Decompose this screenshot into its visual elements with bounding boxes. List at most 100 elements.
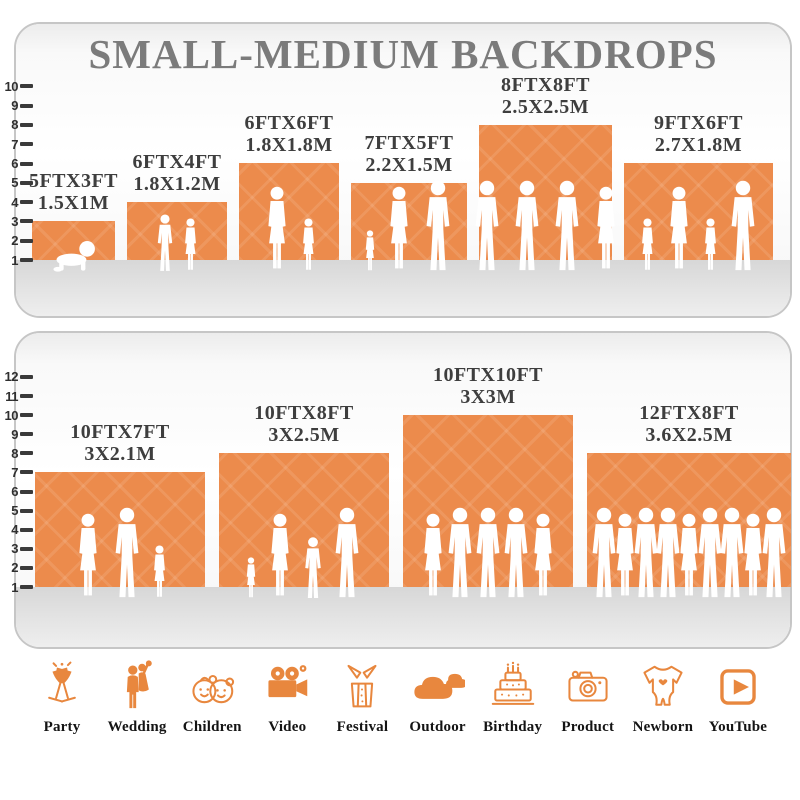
category-label: Party (43, 719, 81, 735)
backdrop-bar-10ftx7ft: 10FTX7FT 3X2.1M (35, 421, 205, 598)
bar-size-ft: 6FTX4FT (132, 150, 222, 173)
bar-label: 6FTX6FT 1.8X1.8M (244, 112, 333, 157)
backdrop-bar-10ftx10ft: 10FTX10FT 3X3M (403, 364, 573, 598)
ruler-tick-12: 12 (1, 369, 33, 384)
tick-mark (20, 84, 33, 89)
figure-man (115, 507, 138, 598)
tick-mark (20, 238, 33, 243)
bars-area: 10FTX7FT 3X2.1M 10FTX8FT 3X2.5M 10FTX10F… (16, 333, 791, 647)
tick-number: 6 (11, 484, 18, 499)
figure-woman (267, 186, 286, 269)
ruler-tick-8: 8 (1, 446, 33, 461)
ruler-tick-6: 6 (1, 484, 33, 499)
tick-mark (20, 394, 33, 398)
tick-mark (20, 470, 33, 475)
ruler-tick-7: 7 (1, 464, 33, 480)
children-icon (185, 660, 239, 714)
people-silhouettes (341, 180, 477, 272)
tick-number: 7 (11, 464, 18, 480)
people-silhouettes (209, 507, 399, 599)
tick-mark (20, 374, 33, 379)
video-icon (260, 660, 314, 714)
ruler-tick-2: 2 (1, 233, 33, 248)
backdrop-rectangle (32, 221, 115, 260)
tick-number: 10 (4, 78, 19, 94)
ruler-tick-1: 1 (1, 253, 33, 268)
figure-woman (596, 186, 615, 269)
bar-label: 10FTX10FT 3X3M (433, 364, 543, 409)
bar-label: 6FTX4FT 1.8X1.2M (132, 151, 221, 196)
backdrop-rectangle (127, 202, 227, 260)
figure-man (634, 507, 658, 598)
bar-size-m: 1.8X1.8M (245, 134, 333, 157)
backdrop-bar-12ftx8ft: 12FTX8FT 3.6X2.5M (587, 402, 791, 598)
figure-woman (78, 513, 97, 596)
ruler-tick-2: 2 (1, 560, 33, 576)
bar-label: 5FTX3FT 1.5X1M (29, 170, 118, 215)
figure-woman (271, 513, 289, 596)
youtube-icon (711, 660, 765, 714)
figure-man (762, 507, 786, 598)
figure-man (592, 507, 616, 598)
tick-mark (20, 413, 33, 418)
outdoor-icon (411, 660, 467, 714)
category-festival: Festival (326, 660, 398, 736)
ruler-tick-7: 7 (1, 137, 33, 152)
people-silhouettes (117, 214, 237, 272)
tick-mark (20, 489, 33, 494)
tick-number: 11 (5, 388, 18, 404)
backdrop-bar-9ftx6ft: 9FTX6FT 2.7X1.8M (624, 112, 773, 271)
tick-mark (20, 451, 33, 456)
tick-mark (20, 180, 33, 185)
figure-man (426, 180, 450, 271)
figure-girl (184, 218, 196, 270)
people-silhouettes (22, 238, 125, 272)
figure-man (476, 507, 500, 598)
bar-size-ft: 10FTX8FT (254, 401, 354, 424)
tick-mark (20, 103, 33, 108)
bar-size-ft: 10FTX10FT (432, 363, 544, 386)
ruler-tick-5: 5 (1, 175, 33, 190)
category-newborn: Newborn (627, 660, 699, 736)
panel-small-medium-top: SMALL-MEDIUM BACKDROPS 10 9 8 7 6 5 4 3 … (5, 22, 792, 318)
category-label: Newborn (632, 719, 694, 735)
ruler-tick-10: 10 (1, 407, 33, 423)
figure-man (335, 507, 359, 598)
backdrop-bar-6ftx6ft: 6FTX6FT 1.8X1.8M (239, 112, 339, 270)
ruler-tick-9: 9 (1, 98, 33, 113)
figure-toddler (365, 230, 375, 271)
backdrop-bar-5ftx3ft: 5FTX3FT 1.5X1M (29, 170, 118, 272)
tick-mark (20, 258, 33, 262)
bar-size-m: 2.7X1.8M (654, 134, 743, 157)
ruler-tick-11: 11 (1, 388, 33, 404)
figure-man (720, 507, 744, 598)
ruler-axis: 10 9 8 7 6 5 4 3 2 1 (5, 24, 790, 316)
tick-number: 10 (4, 407, 19, 423)
bar-label: 10FTX7FT 3X2.1M (70, 421, 170, 466)
tick-mark (20, 200, 33, 205)
ruler-tick-6: 6 (1, 156, 33, 171)
page-title: SMALL-MEDIUM BACKDROPS (88, 31, 718, 77)
people-silhouettes (229, 186, 349, 272)
category-label: Video (268, 719, 307, 735)
tick-number: 2 (11, 560, 18, 576)
tick-number: 4 (11, 194, 18, 210)
category-label: Children (182, 719, 242, 735)
figure-man (698, 507, 722, 598)
bar-label: 9FTX6FT 2.7X1.8M (654, 112, 743, 157)
bars-area: 5FTX3FT 1.5X1M 6FTX4FT 1.8X1.2M 6FTX6FT … (16, 24, 790, 316)
panel-small-medium-bottom: 12 11 10 9 8 7 6 5 4 3 (5, 331, 792, 649)
figure-girl (302, 218, 314, 270)
bar-size-m: 3X2.5M (268, 424, 340, 447)
figure-man (475, 180, 498, 271)
backdrop-rectangle (219, 453, 389, 587)
tick-number: 8 (11, 117, 18, 133)
bar-size-ft: 9FTX6FT (653, 111, 744, 134)
figure-boy (157, 214, 172, 271)
tick-number: 5 (11, 503, 18, 519)
tick-mark (20, 142, 33, 147)
category-wedding: Wedding (101, 660, 173, 736)
figure-man (448, 507, 472, 598)
category-youtube: YouTube (702, 660, 774, 736)
